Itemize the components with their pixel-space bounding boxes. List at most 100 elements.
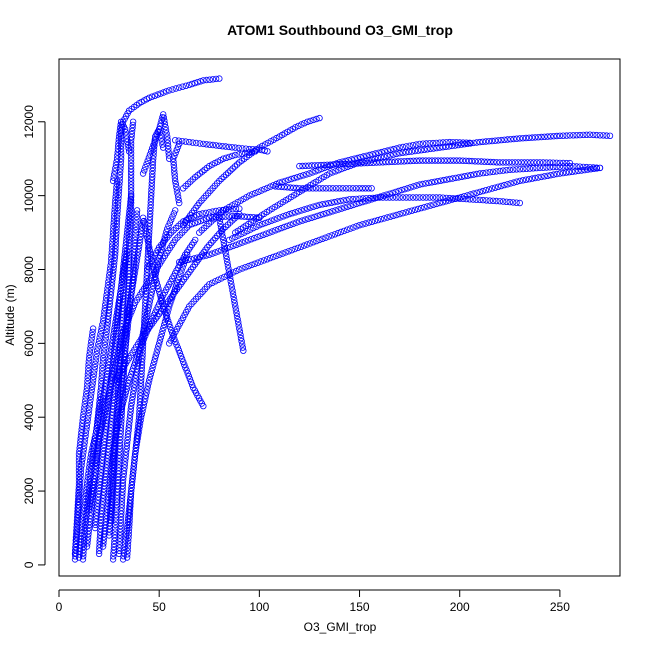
data-point	[142, 300, 149, 307]
data-point	[287, 221, 294, 228]
data-point	[123, 135, 130, 142]
data-point	[431, 157, 439, 164]
data-point	[98, 410, 105, 418]
data-point	[76, 545, 84, 552]
data-point	[107, 262, 114, 269]
data-point	[228, 281, 235, 288]
data-point	[127, 184, 135, 191]
data-point	[100, 311, 108, 318]
data-point	[295, 208, 302, 215]
data-point	[224, 169, 232, 176]
data-point	[107, 288, 115, 295]
data-point	[399, 209, 406, 217]
data-point	[443, 176, 450, 183]
data-point	[84, 537, 91, 544]
data-point	[107, 346, 115, 353]
data-point	[242, 238, 249, 245]
data-point	[212, 142, 220, 149]
data-point	[541, 133, 548, 140]
data-point	[356, 199, 363, 207]
data-point	[140, 401, 147, 409]
data-point	[92, 466, 99, 473]
data-point	[559, 169, 567, 177]
data-point	[483, 169, 490, 176]
series-track	[109, 118, 133, 185]
data-point	[110, 171, 118, 178]
data-point	[590, 131, 597, 139]
data-point	[175, 196, 182, 204]
data-point	[90, 370, 98, 377]
data-point	[439, 198, 446, 206]
data-point	[215, 276, 222, 283]
data-point	[127, 165, 135, 173]
data-point	[348, 160, 355, 167]
data-point	[146, 247, 153, 254]
data-point	[194, 218, 201, 226]
data-point	[103, 288, 111, 295]
data-point	[96, 535, 104, 542]
data-point	[416, 181, 423, 188]
data-point	[482, 138, 490, 145]
data-point	[120, 292, 127, 300]
data-point	[236, 205, 243, 212]
data-point	[127, 371, 135, 378]
data-point	[127, 500, 134, 507]
data-point	[75, 467, 83, 474]
data-point	[110, 471, 117, 478]
data-point	[596, 164, 604, 172]
data-point	[104, 322, 111, 329]
data-point	[307, 240, 314, 247]
data-point	[519, 177, 527, 184]
data-point	[224, 262, 232, 269]
data-point	[167, 216, 175, 223]
data-point	[135, 429, 142, 436]
data-point	[171, 177, 179, 185]
data-point	[134, 432, 142, 439]
data-point	[135, 242, 143, 250]
data-point	[414, 205, 422, 213]
data-point	[488, 185, 496, 192]
data-point	[516, 199, 523, 207]
data-point	[220, 173, 227, 180]
data-point	[100, 351, 107, 358]
data-point	[145, 240, 152, 248]
data-point	[79, 556, 87, 563]
data-point	[467, 191, 474, 198]
data-point	[433, 144, 440, 152]
data-point	[163, 133, 171, 140]
data-point	[132, 375, 139, 382]
data-point	[307, 117, 314, 125]
data-point	[276, 179, 283, 186]
data-point	[96, 544, 103, 551]
data-point	[288, 175, 295, 183]
data-point	[76, 441, 84, 449]
data-point	[114, 211, 121, 218]
data-point	[556, 163, 564, 170]
data-point	[109, 270, 117, 277]
data-point	[121, 394, 128, 402]
data-point	[505, 159, 513, 166]
data-point	[285, 248, 292, 255]
data-point	[121, 464, 128, 471]
data-point	[83, 480, 91, 487]
data-point	[533, 159, 540, 166]
data-point	[151, 276, 158, 284]
data-point	[119, 492, 126, 499]
data-point	[78, 526, 86, 533]
data-point	[122, 452, 129, 459]
data-point	[522, 134, 530, 142]
data-point	[581, 166, 588, 174]
data-point	[125, 427, 132, 434]
data-point	[525, 175, 533, 183]
data-point	[336, 159, 343, 166]
data-point	[171, 207, 179, 214]
data-point	[421, 146, 428, 153]
data-point	[100, 392, 107, 399]
data-point	[377, 193, 384, 200]
data-point	[102, 377, 110, 384]
data-point	[242, 264, 249, 271]
data-point	[209, 250, 216, 257]
data-point	[123, 232, 130, 239]
data-point	[293, 184, 300, 192]
data-point	[519, 134, 527, 142]
